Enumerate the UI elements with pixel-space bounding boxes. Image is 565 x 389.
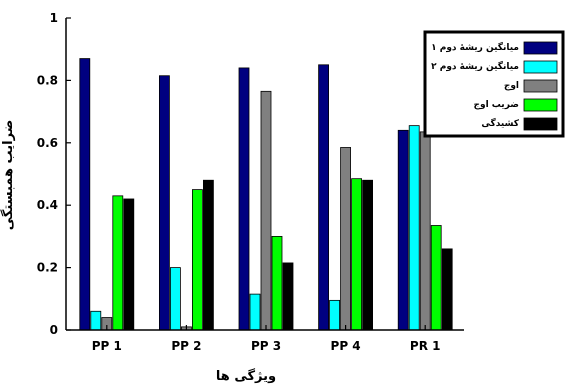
legend-swatch [523, 41, 558, 55]
y-tick-label: 0.2 [37, 261, 58, 275]
bar [249, 293, 261, 331]
bar [202, 179, 214, 331]
legend-swatch [523, 79, 558, 93]
bar [191, 189, 203, 331]
legend-swatch [523, 60, 558, 74]
bar [169, 267, 181, 331]
bar [112, 195, 124, 331]
x-axis-title: ویژگی ها [216, 368, 276, 384]
bar [90, 310, 102, 331]
bar [238, 67, 250, 331]
legend-label: میانگین ریشهٔ دوم ۲ [431, 60, 519, 72]
bar [158, 75, 170, 331]
bar [282, 262, 294, 331]
y-ticks: 0 0.2 0.4 0.6 0.8 1 [37, 11, 71, 337]
y-tick-label: 1 [50, 11, 58, 25]
bar [318, 64, 330, 331]
y-tick-label: 0.4 [37, 198, 58, 212]
bar [397, 129, 409, 331]
x-tick-label: PP 3 [251, 339, 281, 353]
bars-layer [79, 58, 453, 331]
y-tick-label: 0.6 [37, 136, 58, 150]
x-tick-label: PP 1 [92, 339, 122, 353]
legend-label: کشیدگی [481, 117, 519, 129]
bar [351, 178, 363, 331]
legend: میانگین ریشهٔ دوم ۱ میانگین ریشهٔ دوم ۲ او… [423, 30, 565, 138]
x-tick-label: PP 2 [171, 339, 201, 353]
axes-layer [65, 18, 464, 331]
y-tick-label: 0.8 [37, 73, 58, 87]
x-categories: PP 1 PP 2 PP 3 PP 4 PR 1 [92, 325, 441, 353]
x-tick-label: PR 1 [410, 339, 441, 353]
bar [79, 58, 91, 331]
bar [340, 147, 352, 331]
bar [123, 198, 135, 331]
legend-label: اوج [504, 81, 519, 91]
bar [362, 179, 374, 331]
legend-label: میانگین ریشهٔ دوم ۱ [431, 41, 519, 53]
legend-swatch [523, 98, 558, 112]
x-tick-label: PP 4 [331, 339, 361, 353]
bar [441, 248, 453, 331]
y-tick-label: 0 [50, 323, 58, 337]
bar [271, 235, 283, 331]
bar [430, 225, 442, 331]
bar [260, 90, 272, 331]
legend-swatch [523, 117, 558, 131]
legend-label: ضریب اوج [473, 100, 519, 110]
bar [408, 125, 420, 331]
bar [329, 299, 341, 331]
y-axis-title: ضرایب همبستگی [0, 120, 16, 231]
bar [419, 131, 431, 331]
